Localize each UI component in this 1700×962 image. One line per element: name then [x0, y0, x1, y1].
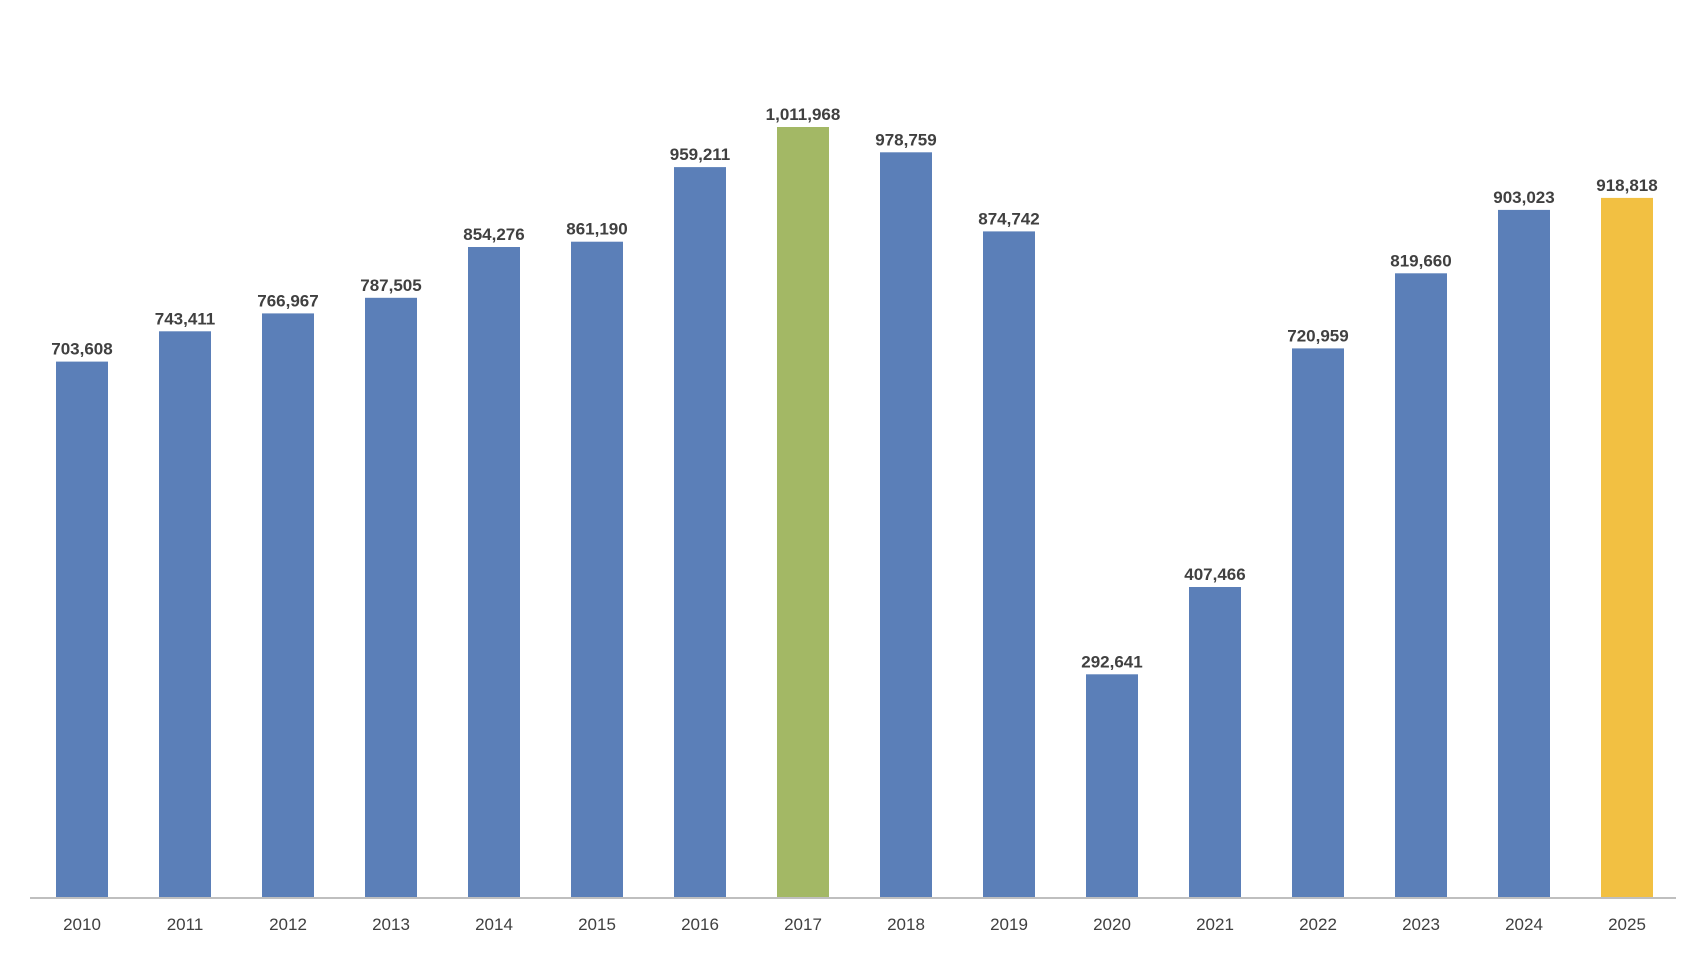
bar-2011 [159, 331, 211, 897]
x-tick-label-2014: 2014 [475, 915, 513, 934]
data-label-2012: 766,967 [257, 291, 318, 310]
x-tick-label-2024: 2024 [1505, 915, 1543, 934]
data-labels-group: 703,608 743,411 766,967 787,505 854,276 861,1… [51, 105, 1657, 671]
x-tick-label-2012: 2012 [269, 915, 307, 934]
x-tick-label-2010: 2010 [63, 915, 101, 934]
bar-2010 [56, 361, 108, 898]
data-label-2018: 978,759 [875, 130, 936, 149]
bar-2023 [1395, 273, 1447, 897]
data-label-2024: 903,023 [1493, 188, 1554, 207]
bar-2014 [468, 247, 520, 897]
bar-2020 [1086, 674, 1138, 897]
x-tick-label-2011: 2011 [167, 915, 204, 934]
bar-2021 [1189, 587, 1241, 897]
data-label-2021: 407,466 [1184, 565, 1245, 584]
x-tick-label-2019: 2019 [990, 915, 1028, 934]
data-label-2016: 959,211 [670, 145, 731, 164]
bar-2019 [983, 231, 1035, 897]
data-label-2022: 720,959 [1287, 326, 1348, 345]
bar-2016 [674, 167, 726, 898]
x-tick-label-2025: 2025 [1608, 915, 1646, 934]
bar-2012 [262, 313, 314, 897]
x-tick-label-2020: 2020 [1093, 915, 1131, 934]
data-label-2014: 854,276 [463, 225, 524, 244]
data-label-2013: 787,505 [360, 276, 421, 295]
data-label-2017: 1,011,968 [766, 105, 841, 124]
bar-2018 [880, 152, 932, 898]
bar-2025 [1601, 197, 1653, 897]
bar-2024 [1498, 209, 1550, 897]
x-tick-label-2013: 2013 [372, 915, 410, 934]
x-tick-label-2022: 2022 [1299, 915, 1337, 934]
data-label-2020: 292,641 [1081, 652, 1142, 671]
bar-2015 [571, 241, 623, 897]
x-tick-label-2018: 2018 [887, 915, 925, 934]
data-label-2023: 819,660 [1390, 251, 1451, 270]
data-label-2010: 703,608 [51, 340, 112, 359]
bar-2013 [365, 297, 417, 897]
x-tick-label-2023: 2023 [1402, 915, 1440, 934]
data-label-2015: 861,190 [566, 220, 627, 239]
data-label-2019: 874,742 [978, 209, 1039, 228]
data-label-2011: 743,411 [155, 309, 216, 328]
x-tick-labels-group: 2010 2011 2012 2013 2014 2015 2016 2017 2018 2019… [63, 915, 1646, 934]
data-label-2025: 918,818 [1596, 176, 1657, 195]
x-tick-label-2015: 2015 [578, 915, 616, 934]
bar-2017 [777, 127, 829, 897]
x-tick-label-2021: 2021 [1196, 915, 1234, 934]
bar-2022 [1292, 348, 1344, 897]
x-tick-label-2016: 2016 [681, 915, 719, 934]
x-tick-label-2017: 2017 [784, 915, 822, 934]
bars-group [56, 127, 1653, 898]
